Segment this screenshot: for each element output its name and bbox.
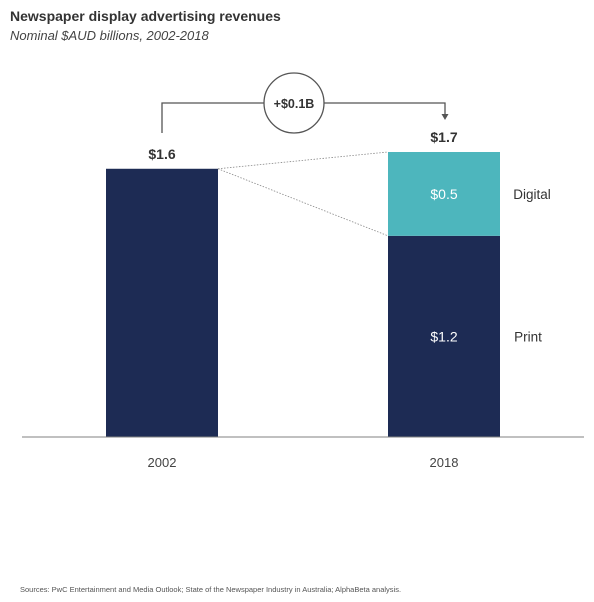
x-tick-label-2018: 2018 (430, 455, 459, 470)
data-label-print-2018: $1.2 (430, 328, 457, 344)
connector-line-top (217, 151, 389, 170)
data-label-digital-2018: $0.5 (430, 186, 457, 202)
x-tick-label-2002: 2002 (148, 455, 177, 470)
legend-label-print: Print (514, 329, 542, 344)
bar-print-2002 (106, 168, 218, 437)
bar-digital-2018 (388, 152, 500, 236)
total-label-2002: $1.6 (148, 146, 175, 162)
change-label: +$0.1B (274, 97, 315, 111)
change-badge (263, 72, 325, 134)
chart-title: Newspaper display advertising revenues (10, 8, 281, 24)
total-label-2018: $1.7 (430, 129, 457, 145)
source-note: Sources: PwC Entertainment and Media Out… (20, 585, 402, 594)
bar-print-2018 (388, 235, 500, 437)
legend-label-digital: Digital (513, 187, 551, 202)
connector-line-bottom (217, 168, 389, 237)
change-arrowhead (441, 114, 449, 120)
chart-subtitle: Nominal $AUD billions, 2002-2018 (10, 28, 209, 43)
